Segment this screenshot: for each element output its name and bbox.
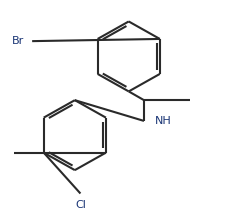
Text: Cl: Cl [75, 200, 86, 210]
Text: Br: Br [12, 36, 24, 46]
Text: NH: NH [154, 116, 171, 126]
